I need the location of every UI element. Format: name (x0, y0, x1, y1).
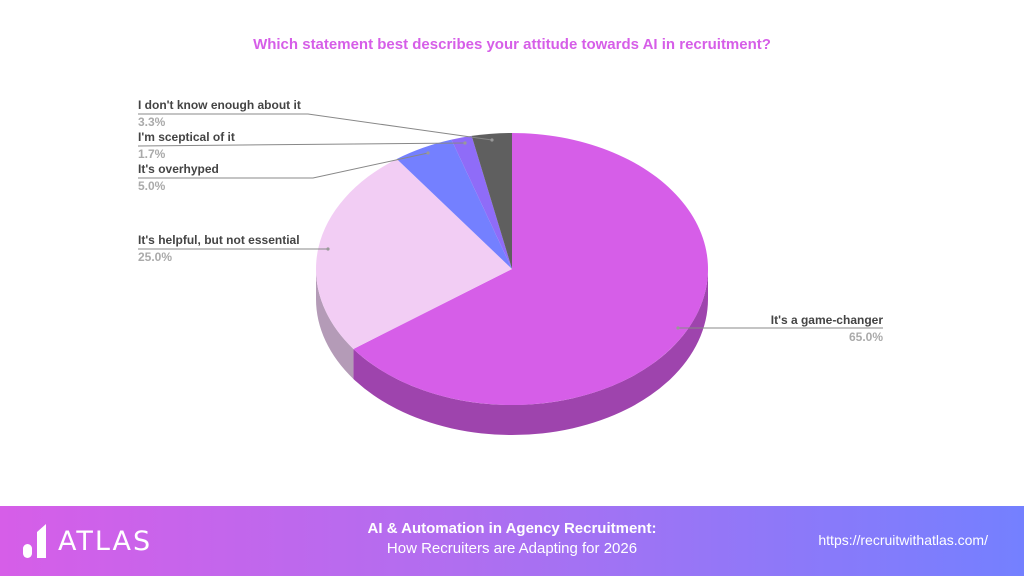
atlas-logo-icon (23, 524, 46, 558)
slice-label-overhyped: It's overhyped 5.0% (138, 162, 219, 193)
leader-line-2 (138, 152, 429, 179)
label-value: 3.3% (138, 115, 166, 129)
leader-dot-4 (490, 138, 494, 142)
pie-slice-0 (353, 133, 709, 405)
slice-label-game-changer: It's a game-changer 65.0% (771, 313, 883, 344)
leader-line-3 (137, 142, 466, 147)
label-name: It's overhyped (138, 162, 219, 176)
label-value: 65.0% (848, 330, 883, 344)
slice-label-sceptical: I'm sceptical of it 1.7% (138, 130, 235, 161)
label-value: 5.0% (138, 179, 166, 193)
website-link[interactable]: https://recruitwithatlas.com/ (818, 532, 988, 548)
footer-title: AI & Automation in Agency Recruitment: (367, 520, 657, 537)
pie-side-1 (316, 269, 354, 379)
leader-dot-2 (426, 151, 430, 155)
label-name: It's a game-changer (770, 313, 883, 327)
leader-dot-3 (463, 141, 467, 145)
label-name: It's helpful, but not essential (138, 233, 300, 247)
leader-line-4 (138, 113, 493, 141)
chart-title: Which statement best describes your atti… (253, 36, 771, 53)
label-name: I'm sceptical of it (138, 130, 235, 144)
footer-subtitle: How Recruiters are Adapting for 2026 (386, 540, 638, 557)
pie-side-0 (353, 269, 708, 435)
leader-dot-1 (326, 247, 330, 251)
pie-slice-2 (396, 139, 512, 269)
atlas-logo: ATLAS (22, 524, 152, 558)
slice-label-helpful: It's helpful, but not essential 25.0% (138, 233, 300, 264)
label-name: I don't know enough about it (138, 98, 301, 112)
label-value: 25.0% (138, 250, 173, 264)
footer-banner: ATLAS AI & Automation in Agency Recruitm… (0, 506, 1024, 576)
footer-title-block: AI & Automation in Agency Recruitment: H… (312, 519, 712, 559)
slice-label-dont-know: I don't know enough about it 3.3% (138, 98, 301, 129)
leader-dot-0 (676, 326, 680, 330)
pie-slice-3 (451, 135, 512, 269)
label-value: 1.7% (138, 147, 166, 161)
pie-slice-4 (471, 133, 512, 269)
pie-chart (137, 113, 883, 435)
logo-text: ATLAS (58, 525, 153, 557)
pie-slice-1 (316, 158, 512, 349)
